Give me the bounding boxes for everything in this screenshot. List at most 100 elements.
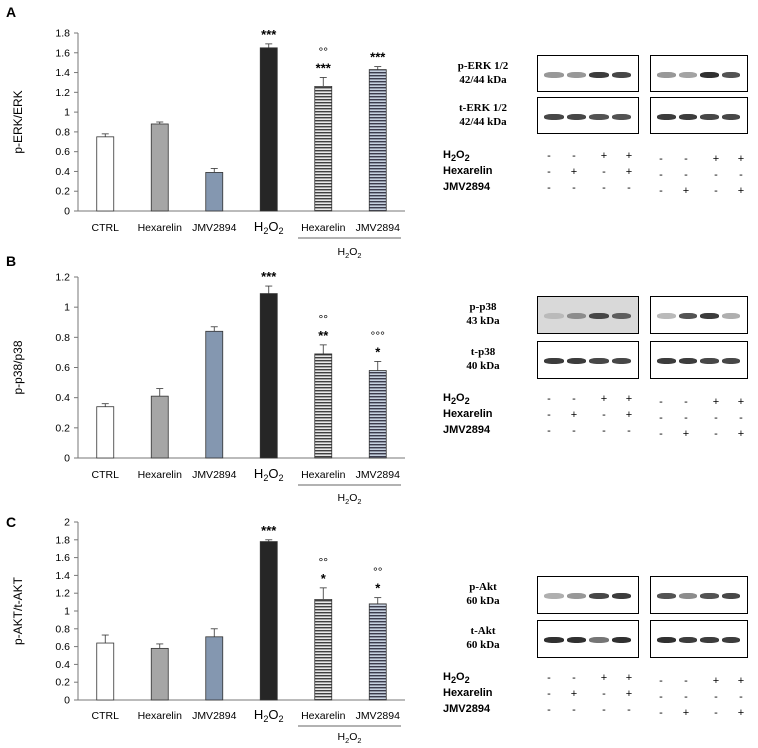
category-label: JMV2894 (192, 222, 237, 234)
bar (150, 647, 169, 701)
group-label: H2O2 (338, 492, 362, 506)
blot-band (566, 358, 586, 364)
y-tick-label: 0.6 (55, 146, 70, 158)
subscript: 2 (450, 675, 457, 686)
blot-band (544, 113, 564, 120)
blot-membrane (650, 620, 748, 658)
treatment-sign: - (547, 688, 551, 700)
treatment-sign: - (659, 169, 663, 181)
category-label: JMV2894 (356, 469, 401, 481)
treatment-sign: + (737, 428, 745, 440)
treatment-sign: - (684, 153, 688, 165)
category-label: Hexarelin (301, 469, 346, 481)
blot-label-line: p-ERK 1/2 (457, 60, 509, 72)
treatment-sign: + (625, 393, 633, 405)
blot-band (544, 593, 564, 599)
blot-band (544, 637, 564, 643)
blot-membrane (537, 296, 639, 334)
significance-circles: °° (318, 45, 328, 59)
blot-membrane (537, 55, 639, 92)
panel-c-letter: C (6, 514, 17, 530)
blot-row-label: p-Akt 60 kDa (443, 580, 523, 608)
treatment-sign: + (600, 393, 608, 405)
blot-membrane (537, 97, 639, 134)
treatment-sign: - (739, 691, 743, 703)
bar (96, 642, 115, 701)
blot-row-label: t-p38 40 kDa (443, 345, 523, 373)
blot-band (544, 71, 564, 78)
blot-band (544, 358, 564, 364)
blot-band (700, 113, 719, 120)
panel-b-letter: B (6, 253, 17, 269)
blot-band (721, 113, 740, 120)
treatment-sign: - (714, 412, 718, 424)
treatment-label: JMV2894 (443, 424, 491, 436)
blot-band (589, 113, 609, 120)
treatment-sign: - (739, 412, 743, 424)
y-tick-label: 2 (64, 517, 70, 529)
treatment-label: Hexarelin (443, 687, 493, 699)
treatment-sign: + (737, 153, 745, 165)
blot-label-line: t-Akt (470, 625, 496, 637)
treatment-sign: + (625, 409, 633, 421)
treatment-sign: - (659, 428, 663, 440)
blot-band (611, 313, 631, 319)
blot-membrane (650, 97, 748, 134)
blot-band (611, 71, 631, 78)
blot-band (589, 358, 609, 364)
panel-a-letter: A (6, 4, 17, 20)
treatment-sign: - (684, 396, 688, 408)
treatment-sign: - (627, 182, 631, 194)
blot-band (589, 313, 609, 319)
blot-row-label: t-Akt 60 kDa (443, 624, 523, 652)
category-label: CTRL (92, 469, 120, 481)
blot-label-line: p-p38 (469, 301, 497, 313)
y-tick-label: 1.4 (55, 570, 70, 582)
treatment-sign: - (572, 393, 576, 405)
blot-row-label: t-ERK 1/2 42/44 kDa (443, 101, 523, 129)
treatment-sign: + (682, 185, 690, 197)
blot-membrane (650, 296, 748, 334)
significance-stars: *** (261, 523, 277, 538)
blot-row-label: p-ERK 1/2 42/44 kDa (443, 59, 523, 87)
treatment-sign: - (547, 150, 551, 162)
blot-band (678, 71, 697, 78)
treatment-sign: - (602, 688, 606, 700)
treatment-sign: - (659, 675, 663, 687)
treatment-sign: - (547, 166, 551, 178)
treatment-sign: - (659, 707, 663, 719)
treatment-sign: + (570, 409, 578, 421)
blot-band (678, 313, 697, 319)
blot-band (566, 637, 586, 643)
category-label: Hexarelin (138, 469, 183, 481)
treatment-sign: - (659, 691, 663, 703)
treatment-sign: - (739, 169, 743, 181)
treatment-sign: - (684, 412, 688, 424)
category-label: H2O2 (254, 466, 284, 483)
treatment-sign: - (572, 704, 576, 716)
treatment-sign: + (625, 166, 633, 178)
group-label: H2O2 (338, 246, 362, 260)
treatment-sign: - (627, 704, 631, 716)
subscript: 2 (450, 396, 457, 407)
treatment-sign: + (737, 396, 745, 408)
blot-band (657, 71, 676, 78)
y-tick-label: 0.6 (55, 362, 70, 374)
category-label: JMV2894 (192, 469, 237, 481)
treatment-label: JMV2894 (443, 181, 491, 193)
subscript: 2 (464, 675, 470, 686)
category-label: JMV2894 (192, 710, 237, 722)
treatment-label: H2O2 (443, 671, 470, 686)
y-tick-label: 0.4 (55, 392, 70, 404)
treatment-sign: - (572, 182, 576, 194)
treatment-sign: - (714, 707, 718, 719)
blot-band (589, 71, 609, 78)
category-label: Hexarelin (301, 710, 346, 722)
significance-stars: *** (316, 61, 332, 76)
blot-band (721, 313, 740, 319)
blot-band (611, 358, 631, 364)
treatment-sign: - (547, 182, 551, 194)
y-tick-label: 0.2 (55, 677, 70, 689)
blot-band (721, 637, 740, 643)
treatment-sign: + (570, 166, 578, 178)
